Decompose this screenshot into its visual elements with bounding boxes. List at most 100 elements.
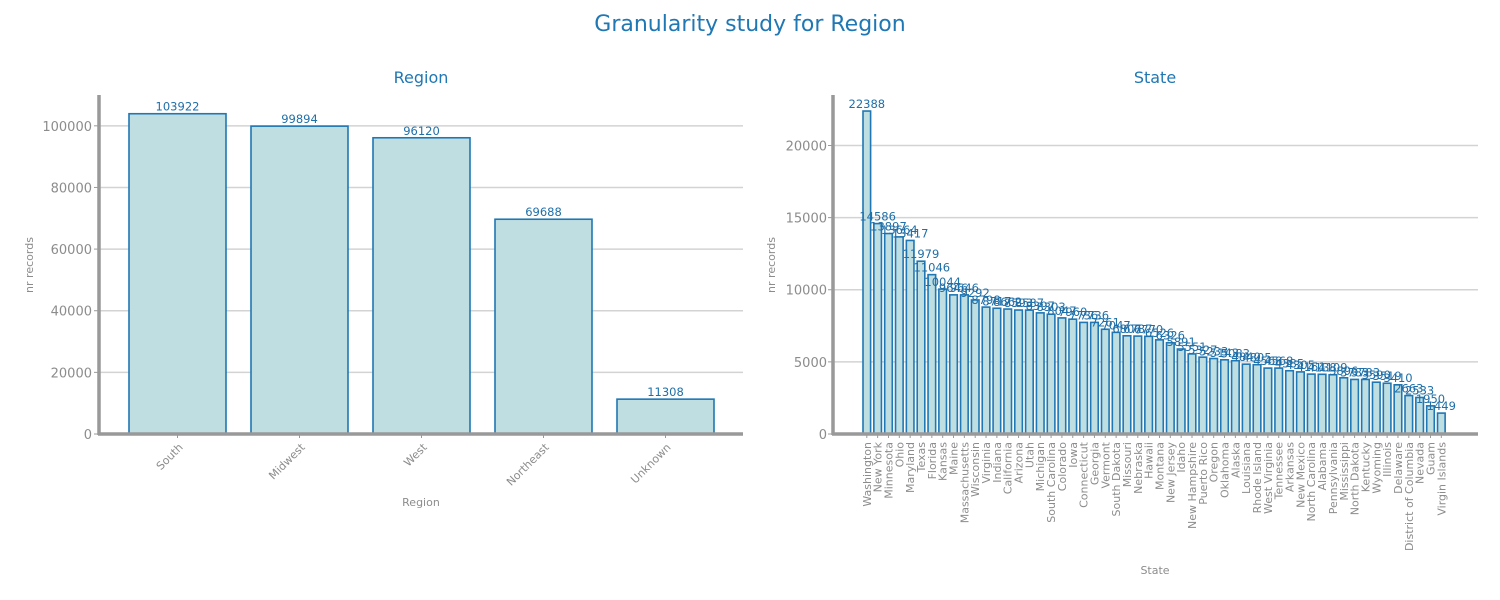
region-bar-midwest bbox=[250, 125, 349, 435]
state-xtick-label-new-york: New York bbox=[872, 441, 885, 492]
state-data-label-maryland: 13417 bbox=[892, 226, 929, 240]
state-bar-georgia bbox=[1089, 321, 1100, 435]
region-xtick-label-midwest: Midwest bbox=[266, 440, 308, 482]
state-data-label-pennsylvania: 4109 bbox=[1318, 361, 1347, 375]
state-xtick-label-oregon: Oregon bbox=[1208, 442, 1221, 482]
state-bar-massachusetts bbox=[959, 294, 969, 435]
state-data-label-kansas: 10044 bbox=[924, 275, 961, 289]
state-bar-utah bbox=[1024, 309, 1034, 435]
state-data-label-north-carolina: 4151 bbox=[1297, 360, 1326, 374]
state-bar-nebraska bbox=[1133, 335, 1143, 435]
state-bar-pennsylvania bbox=[1328, 373, 1338, 435]
state-data-label-illinois: 3519 bbox=[1372, 369, 1401, 383]
state-xtick-label-alabama: Alabama bbox=[1316, 442, 1329, 491]
state-xtick-label-nebraska: Nebraska bbox=[1132, 442, 1145, 494]
state-data-label-wyoming: 3590 bbox=[1362, 368, 1391, 382]
state-ytick-label: 20000 bbox=[786, 139, 827, 154]
state-xtick-label-texas: Texas bbox=[915, 442, 928, 474]
state-data-label-virgin-islands: 1449 bbox=[1427, 399, 1456, 413]
state-data-label-georgia: 7736 bbox=[1080, 308, 1109, 322]
state-xtick-label-guam: Guam bbox=[1424, 442, 1437, 475]
state-xtick-label-louisiana: Louisiana bbox=[1240, 442, 1253, 494]
state-chart-xlabel: State bbox=[1140, 564, 1169, 577]
state-bar-new-hampshire bbox=[1187, 353, 1197, 435]
state-bar-north-carolina bbox=[1306, 373, 1316, 435]
state-bar-kansas bbox=[938, 288, 948, 435]
state-xtick-label-utah: Utah bbox=[1023, 442, 1036, 468]
state-bar-washington bbox=[862, 110, 872, 435]
state-data-label-nebraska: 6787 bbox=[1123, 322, 1152, 336]
state-xtick-label-south-dakota: South Dakota bbox=[1110, 442, 1123, 516]
state-bar-indiana bbox=[992, 307, 1002, 435]
state-data-label-oklahoma: 5143 bbox=[1210, 346, 1239, 360]
state-bar-michigan bbox=[1035, 312, 1045, 435]
state-data-label-new-hampshire: 5551 bbox=[1177, 340, 1206, 354]
state-bar-alabama bbox=[1317, 373, 1327, 435]
state-data-label-massachusetts: 9646 bbox=[950, 281, 979, 295]
state-xtick-label-oklahoma: Oklahoma bbox=[1219, 442, 1232, 498]
state-xtick-label-rhode-island: Rhode Island bbox=[1251, 442, 1264, 513]
state-data-label-kentucky: 3783 bbox=[1351, 365, 1380, 379]
state-xtick-label-kansas: Kansas bbox=[937, 442, 950, 481]
figure-title: Granularity study for Region bbox=[594, 12, 905, 37]
state-data-label-new-mexico: 4305 bbox=[1286, 358, 1315, 372]
state-data-label-ohio: 13664 bbox=[881, 223, 918, 237]
state-xtick-label-north-carolina: North Carolina bbox=[1305, 442, 1318, 522]
state-xtick-label-montana: Montana bbox=[1153, 442, 1166, 490]
state-bar-wyoming bbox=[1371, 381, 1381, 435]
region-ytick-label: 100000 bbox=[42, 120, 92, 135]
state-bar-west-virginia bbox=[1263, 367, 1273, 435]
state-bar-district-of-columbia bbox=[1404, 394, 1414, 435]
state-xtick-label-massachusetts: Massachusetts bbox=[958, 442, 971, 524]
state-xtick-label-nevada: Nevada bbox=[1414, 442, 1427, 484]
state-data-label-alabama: 4138 bbox=[1307, 360, 1336, 374]
state-bar-ohio bbox=[894, 236, 904, 435]
state-xtick-label-new-jersey: New Jersey bbox=[1164, 442, 1177, 504]
state-xtick-label-delaware: Delaware bbox=[1392, 442, 1405, 494]
region-ytick-label: 80000 bbox=[51, 181, 92, 196]
state-bar-arkansas bbox=[1284, 369, 1295, 435]
region-data-label-northeast: 69688 bbox=[525, 205, 562, 219]
state-data-label-vermont: 7261 bbox=[1091, 315, 1120, 329]
state-data-label-indiana: 8717 bbox=[982, 294, 1011, 308]
state-xtick-label-puerto-rico: Puerto Rico bbox=[1197, 442, 1210, 505]
region-bar-unknown bbox=[616, 398, 715, 435]
state-xtick-label-florida: Florida bbox=[926, 442, 939, 479]
state-bar-illinois bbox=[1382, 382, 1392, 435]
state-bar-oregon bbox=[1209, 357, 1219, 435]
state-xtick-label-washington: Washington bbox=[861, 442, 874, 507]
state-data-label-mississippi: 3896 bbox=[1329, 364, 1358, 378]
state-ytick-label: 10000 bbox=[786, 284, 827, 299]
state-data-label-texas: 11979 bbox=[903, 247, 940, 261]
state-xtick-label-michigan: Michigan bbox=[1034, 442, 1047, 491]
state-data-label-washington: 22388 bbox=[849, 97, 886, 111]
state-bar-hawaii bbox=[1144, 335, 1154, 435]
state-bar-connecticut bbox=[1079, 321, 1089, 435]
state-data-label-louisiana: 4840 bbox=[1232, 350, 1261, 364]
state-xtick-label-wyoming: Wyoming bbox=[1370, 442, 1383, 494]
state-data-label-iowa: 7960 bbox=[1058, 305, 1087, 319]
state-xtick-label-colorado: Colorado bbox=[1056, 442, 1069, 491]
state-xtick-label-minnesota: Minnesota bbox=[882, 442, 895, 499]
state-data-label-virginia: 8798 bbox=[971, 293, 1000, 307]
state-data-label-arkansas: 4385 bbox=[1275, 357, 1304, 371]
state-data-label-michigan: 8397 bbox=[1026, 299, 1055, 313]
state-bar-oklahoma bbox=[1219, 359, 1230, 435]
state-xtick-label-alaska: Alaska bbox=[1229, 442, 1242, 478]
state-data-label-puerto-rico: 5327 bbox=[1188, 343, 1217, 357]
state-data-label-south-dakota: 7047 bbox=[1101, 318, 1130, 332]
state-bar-florida bbox=[927, 273, 937, 435]
state-xtick-label-georgia: Georgia bbox=[1088, 442, 1101, 485]
state-xtick-label-tennessee: Tennessee bbox=[1273, 442, 1286, 501]
state-xtick-label-new-hampshire: New Hampshire bbox=[1186, 442, 1199, 529]
region-bar-south bbox=[128, 112, 227, 435]
state-xtick-label-ohio: Ohio bbox=[893, 442, 906, 468]
region-chart-panel: Region Region nr records 0 20000 40000 6000… bbox=[23, 68, 743, 509]
region-ytick-label: 40000 bbox=[51, 305, 92, 320]
state-xtick-label-illinois: Illinois bbox=[1381, 442, 1394, 477]
state-data-label-colorado: 8047 bbox=[1047, 304, 1076, 318]
state-data-label-guam: 1950 bbox=[1416, 392, 1445, 406]
state-bar-arizona bbox=[1013, 309, 1024, 435]
state-xtick-label-pennsylvania: Pennsylvania bbox=[1327, 442, 1340, 514]
state-xtick-label-virginia: Virginia bbox=[980, 442, 993, 483]
